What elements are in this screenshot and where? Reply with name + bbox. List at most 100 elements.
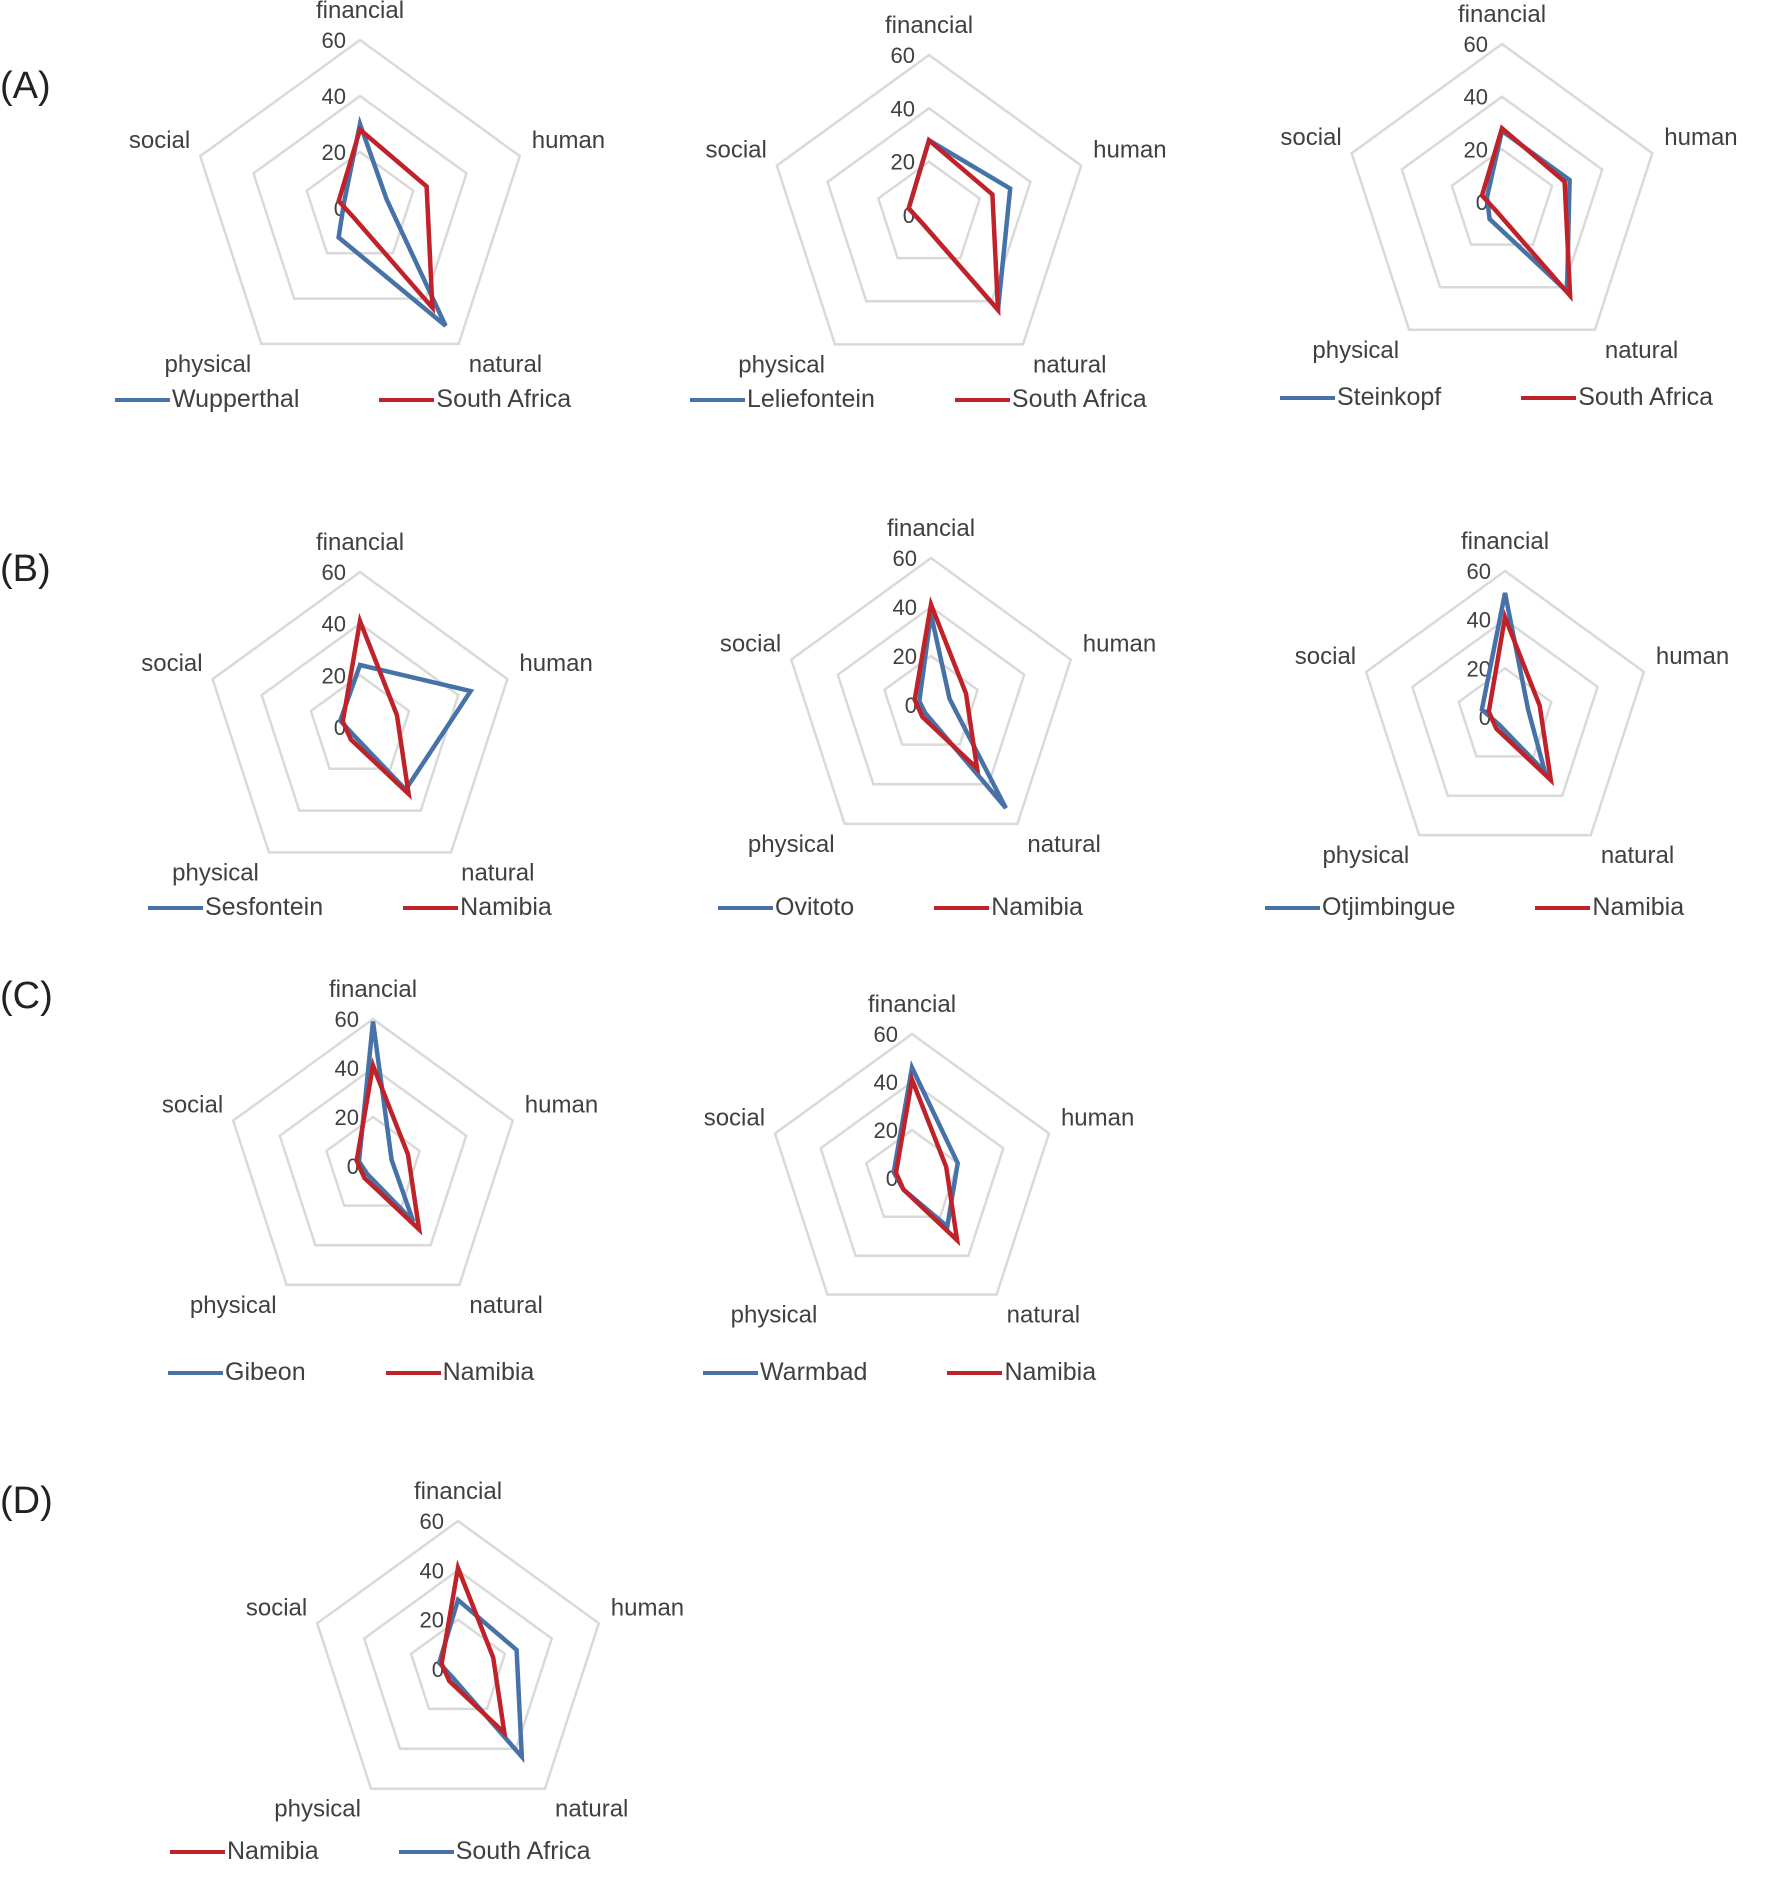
legend-item: Ovitoto bbox=[718, 893, 854, 922]
grid-ring bbox=[198, 38, 522, 346]
series-line-otjimbingue bbox=[1479, 592, 1550, 780]
legend-swatch bbox=[148, 905, 203, 910]
legend-item: Namibia bbox=[934, 893, 1083, 922]
grid-ring bbox=[315, 1519, 601, 1790]
tick-label: 0 bbox=[1479, 705, 1491, 730]
axis-label-human: human bbox=[532, 127, 605, 154]
grid-ring bbox=[260, 622, 460, 812]
series-line-namibia bbox=[340, 612, 412, 800]
axis-label-social: social bbox=[705, 137, 766, 164]
series-line-namibia bbox=[354, 1057, 423, 1236]
panel-group-label: (B) bbox=[0, 548, 51, 590]
grid-ring bbox=[1410, 618, 1600, 797]
series-line-south-africa bbox=[1479, 124, 1573, 303]
tick-label: 20 bbox=[420, 1608, 444, 1633]
legend-swatch bbox=[385, 1370, 441, 1375]
legend-item: South Africa bbox=[1521, 383, 1713, 412]
tick-label: 40 bbox=[1464, 85, 1488, 110]
legend-label: Namibia bbox=[442, 1358, 535, 1386]
axis-label-financial: financial bbox=[329, 976, 417, 1003]
legend-item: Warmbad bbox=[703, 1358, 867, 1387]
legend-item: Steinkopf bbox=[1280, 383, 1441, 412]
axis-label-social: social bbox=[162, 1092, 223, 1119]
legend-swatch bbox=[703, 1370, 758, 1375]
axis-label-natural: natural bbox=[555, 1796, 628, 1823]
axis-label-natural: natural bbox=[1033, 351, 1106, 378]
legend-item: South Africa bbox=[379, 385, 571, 414]
legend-item: Leliefontein bbox=[690, 385, 875, 414]
tick-label: 40 bbox=[420, 1558, 444, 1583]
legend-label: South Africa bbox=[455, 1837, 591, 1865]
series-line-warmbad bbox=[891, 1060, 961, 1231]
legend-item: Namibia bbox=[947, 1358, 1096, 1387]
series-line-sesfontein bbox=[337, 662, 475, 794]
series-line-south-africa bbox=[906, 136, 1001, 317]
legend-item: South Africa bbox=[954, 385, 1147, 414]
legend: Gibeon Namibia bbox=[168, 1358, 534, 1387]
axis-label-social: social bbox=[720, 631, 781, 658]
legend-label: Gibeon bbox=[225, 1358, 306, 1386]
axis-label-natural: natural bbox=[1007, 1301, 1080, 1328]
tick-label: 20 bbox=[891, 150, 915, 175]
axis-label-financial: financial bbox=[316, 0, 404, 24]
legend-item: South Africa bbox=[398, 1837, 591, 1866]
series-line-namibia bbox=[439, 1559, 508, 1739]
series-line-south-africa bbox=[336, 125, 435, 315]
grid-ring bbox=[773, 1032, 1051, 1296]
series-line-namibia bbox=[1486, 608, 1554, 787]
legend: Namibia South Africa bbox=[170, 1837, 591, 1866]
tick-label: 60 bbox=[893, 546, 917, 571]
legend-label: Ovitoto bbox=[775, 893, 855, 921]
axis-label-physical: physical bbox=[190, 1292, 277, 1319]
legend-item: Wupperthal bbox=[115, 385, 299, 414]
grid-ring bbox=[826, 106, 1032, 303]
axis-label-natural: natural bbox=[469, 351, 542, 378]
axis-label-natural: natural bbox=[1601, 842, 1674, 869]
tick-label: 20 bbox=[893, 644, 917, 669]
grid-ring bbox=[876, 160, 982, 260]
legend: Ovitoto Namibia bbox=[718, 893, 1083, 922]
grid-ring bbox=[278, 1066, 468, 1247]
axis-label-natural: natural bbox=[461, 859, 534, 886]
grid-ring bbox=[819, 1080, 1005, 1257]
axis-label-financial: financial bbox=[414, 1478, 502, 1505]
series-line-steinkopf bbox=[1484, 127, 1572, 297]
legend: Steinkopf South Africa bbox=[1280, 383, 1713, 412]
legend-swatch bbox=[379, 397, 435, 402]
tick-label: 40 bbox=[335, 1056, 359, 1081]
axis-label-physical: physical bbox=[731, 1301, 818, 1328]
axis-label-social: social bbox=[141, 650, 202, 677]
legend-label: Warmbad bbox=[760, 1358, 868, 1386]
grid-ring bbox=[309, 673, 411, 771]
legend-swatch bbox=[1521, 395, 1577, 400]
tick-label: 40 bbox=[322, 84, 346, 109]
grid-ring bbox=[305, 150, 415, 255]
tick-label: 0 bbox=[347, 1154, 359, 1179]
legend-item: Sesfontein bbox=[148, 893, 323, 922]
grid-ring bbox=[864, 1128, 960, 1219]
series-line-namibia bbox=[912, 596, 981, 775]
legend: Otjimbingue Namibia bbox=[1265, 893, 1684, 922]
legend: Leliefontein South Africa bbox=[690, 385, 1147, 414]
tick-label: 20 bbox=[1464, 137, 1488, 162]
grid-ring bbox=[1400, 95, 1604, 289]
legend-label: Wupperthal bbox=[172, 385, 300, 413]
grid-ring bbox=[231, 1017, 515, 1287]
axis-label-social: social bbox=[1280, 124, 1341, 151]
legend-label: Namibia bbox=[227, 1837, 319, 1865]
axis-label-natural: natural bbox=[1027, 831, 1100, 858]
axis-label-physical: physical bbox=[1312, 337, 1399, 364]
tick-label: 0 bbox=[1476, 190, 1488, 215]
legend-label: Sesfontein bbox=[205, 893, 324, 921]
axis-label-financial: financial bbox=[868, 991, 956, 1018]
grid-ring bbox=[1364, 569, 1646, 837]
legend-swatch bbox=[115, 397, 170, 402]
legend-label: Otjimbingue bbox=[1322, 893, 1456, 921]
legend-item: Gibeon bbox=[168, 1358, 306, 1387]
grid-ring bbox=[252, 94, 468, 300]
grid-ring bbox=[1457, 666, 1553, 758]
